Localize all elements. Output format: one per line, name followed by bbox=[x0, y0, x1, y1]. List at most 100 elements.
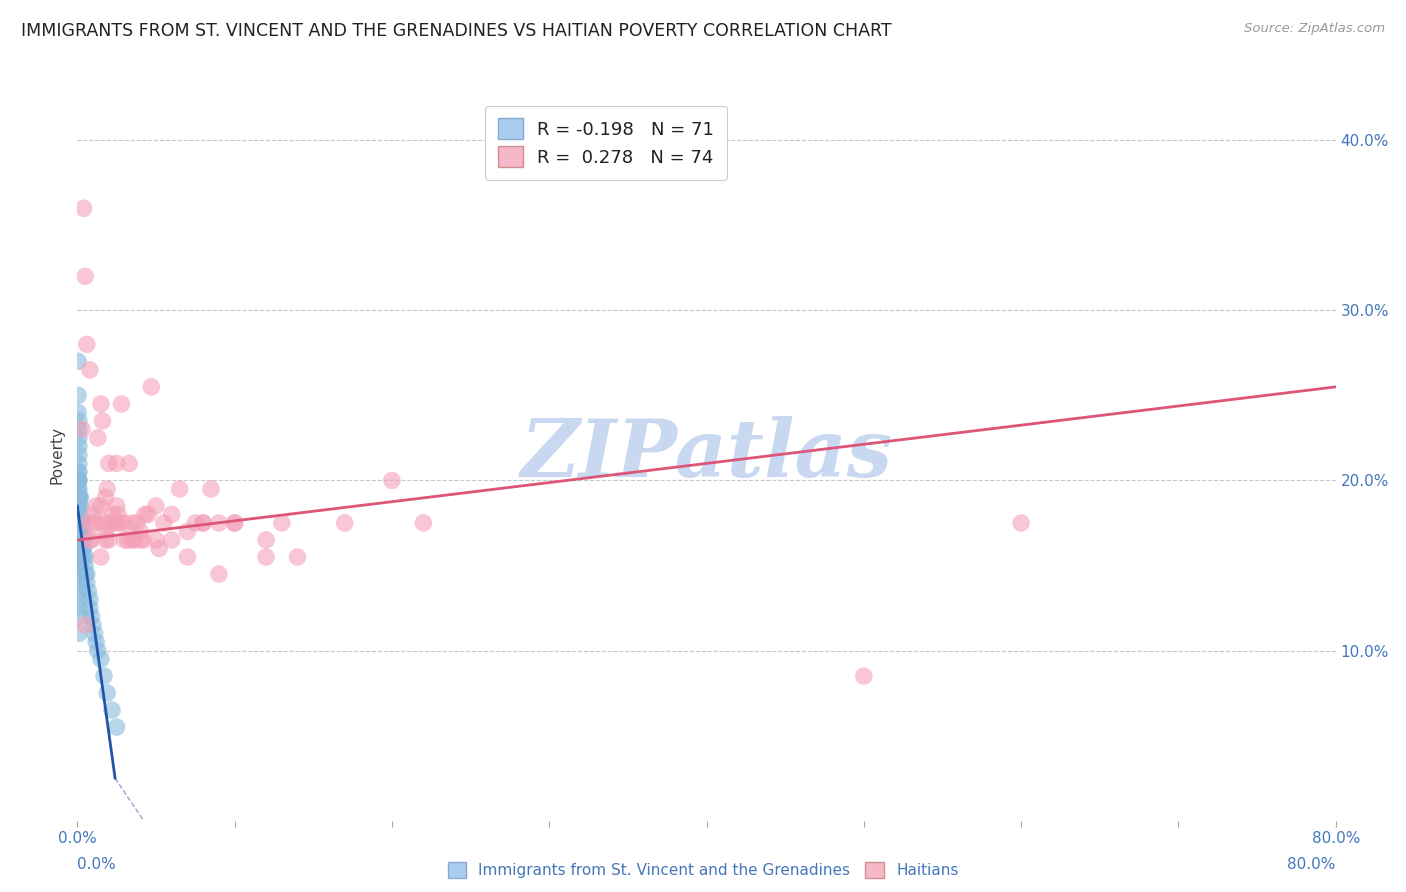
Point bbox=[72, 201, 94, 215]
Point bbox=[67, 516, 90, 530]
Point bbox=[96, 686, 118, 700]
Point bbox=[134, 508, 156, 522]
Point bbox=[76, 566, 98, 581]
Point bbox=[69, 491, 91, 505]
Point bbox=[69, 533, 91, 547]
Point bbox=[70, 422, 93, 436]
Point bbox=[67, 491, 90, 505]
Point bbox=[97, 516, 120, 530]
Point bbox=[70, 533, 93, 547]
Point bbox=[90, 652, 112, 666]
Point bbox=[67, 422, 90, 436]
Point bbox=[412, 516, 434, 530]
Legend: Immigrants from St. Vincent and the Grenadines, Haitians: Immigrants from St. Vincent and the Gren… bbox=[441, 856, 965, 884]
Point bbox=[103, 516, 125, 530]
Point bbox=[94, 533, 117, 547]
Point bbox=[67, 354, 90, 368]
Point bbox=[108, 516, 131, 530]
Point bbox=[91, 414, 114, 428]
Point bbox=[105, 516, 128, 530]
Point bbox=[67, 474, 90, 488]
Point bbox=[69, 541, 91, 556]
Point bbox=[82, 618, 104, 632]
Point bbox=[75, 618, 97, 632]
Point bbox=[129, 533, 152, 547]
Point bbox=[121, 516, 143, 530]
Point bbox=[72, 533, 94, 547]
Point bbox=[381, 474, 404, 488]
Point bbox=[70, 516, 93, 530]
Point bbox=[70, 549, 93, 564]
Point bbox=[118, 457, 141, 471]
Point bbox=[153, 516, 176, 530]
Point bbox=[208, 566, 231, 581]
Point bbox=[208, 516, 231, 530]
Point bbox=[80, 609, 103, 624]
Point bbox=[145, 499, 167, 513]
Point bbox=[333, 516, 356, 530]
Point bbox=[270, 516, 292, 530]
Point bbox=[67, 609, 90, 624]
Point bbox=[93, 669, 115, 683]
Point bbox=[75, 558, 97, 573]
Point bbox=[67, 541, 90, 556]
Point bbox=[76, 337, 98, 351]
Point bbox=[67, 584, 90, 599]
Point bbox=[79, 363, 101, 377]
Point bbox=[176, 524, 198, 539]
Point bbox=[67, 516, 90, 530]
Point bbox=[67, 516, 90, 530]
Point bbox=[76, 575, 98, 590]
Point bbox=[191, 516, 215, 530]
Point bbox=[77, 516, 100, 530]
Point bbox=[94, 491, 117, 505]
Point bbox=[67, 575, 90, 590]
Point bbox=[67, 508, 90, 522]
Text: 0.0%: 0.0% bbox=[77, 857, 117, 872]
Point bbox=[67, 474, 90, 488]
Point bbox=[191, 516, 215, 530]
Point bbox=[67, 601, 90, 615]
Point bbox=[254, 533, 277, 547]
Point bbox=[169, 482, 191, 496]
Point bbox=[87, 643, 110, 657]
Point bbox=[67, 592, 90, 607]
Point bbox=[67, 482, 90, 496]
Point bbox=[129, 524, 152, 539]
Point bbox=[75, 549, 97, 564]
Point bbox=[67, 482, 90, 496]
Point bbox=[97, 533, 120, 547]
Point bbox=[224, 516, 246, 530]
Text: Source: ZipAtlas.com: Source: ZipAtlas.com bbox=[1244, 22, 1385, 36]
Point bbox=[67, 439, 90, 453]
Point bbox=[69, 516, 91, 530]
Point bbox=[70, 524, 93, 539]
Point bbox=[184, 516, 207, 530]
Point bbox=[67, 431, 90, 445]
Y-axis label: Poverty: Poverty bbox=[49, 425, 65, 484]
Point bbox=[67, 405, 90, 419]
Text: 80.0%: 80.0% bbox=[1288, 857, 1336, 872]
Point bbox=[67, 465, 90, 479]
Point bbox=[84, 499, 107, 513]
Text: IMMIGRANTS FROM ST. VINCENT AND THE GRENADINES VS HAITIAN POVERTY CORRELATION CH: IMMIGRANTS FROM ST. VINCENT AND THE GREN… bbox=[21, 22, 891, 40]
Point bbox=[79, 592, 101, 607]
Point bbox=[79, 601, 101, 615]
Point bbox=[200, 482, 222, 496]
Point bbox=[90, 397, 112, 411]
Point bbox=[107, 508, 129, 522]
Point bbox=[117, 533, 139, 547]
Point bbox=[67, 448, 90, 462]
Point bbox=[69, 491, 91, 505]
Point bbox=[90, 499, 112, 513]
Point bbox=[122, 533, 145, 547]
Point bbox=[80, 533, 103, 547]
Point bbox=[75, 566, 97, 581]
Point bbox=[94, 524, 117, 539]
Point bbox=[114, 516, 136, 530]
Point bbox=[82, 516, 104, 530]
Point bbox=[82, 508, 104, 522]
Point bbox=[96, 482, 118, 496]
Point bbox=[132, 533, 155, 547]
Point bbox=[224, 516, 246, 530]
